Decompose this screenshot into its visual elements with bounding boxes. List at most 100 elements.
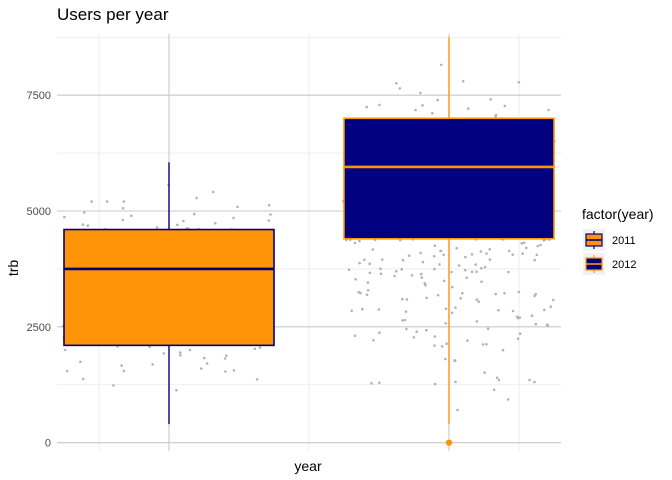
jitter-point bbox=[81, 377, 85, 381]
jitter-point bbox=[461, 79, 465, 83]
x-axis-title: year bbox=[294, 458, 322, 474]
jitter-point bbox=[419, 272, 423, 276]
jitter-point bbox=[516, 337, 520, 341]
jitter-point bbox=[420, 276, 424, 279]
jitter-point bbox=[451, 285, 454, 289]
jitter-point bbox=[120, 364, 123, 367]
jitter-point bbox=[380, 258, 384, 261]
jitter-point bbox=[258, 346, 262, 349]
jitter-point bbox=[267, 204, 271, 207]
legend-title: factor(year) bbox=[582, 206, 654, 222]
jitter-point bbox=[511, 309, 515, 313]
jitter-point bbox=[398, 87, 402, 90]
jitter-point bbox=[464, 255, 467, 259]
jitter-point bbox=[461, 292, 464, 295]
jitter-point bbox=[360, 307, 364, 311]
jitter-point bbox=[494, 292, 498, 296]
jitter-point bbox=[483, 371, 486, 374]
jitter-point bbox=[412, 336, 416, 339]
jitter-point bbox=[477, 300, 481, 304]
jitter-point bbox=[393, 274, 396, 278]
jitter-point bbox=[179, 354, 182, 357]
jitter-point bbox=[535, 253, 539, 257]
jitter-point bbox=[255, 378, 259, 381]
jitter-point bbox=[480, 280, 483, 284]
jitter-point bbox=[353, 334, 357, 338]
jitter-point bbox=[485, 342, 488, 346]
jitter-point bbox=[122, 369, 126, 373]
jitter-point bbox=[530, 314, 534, 318]
jitter-point bbox=[236, 205, 239, 209]
jitter-point bbox=[176, 223, 179, 227]
jitter-point bbox=[433, 254, 436, 258]
y-tick-label: 5000 bbox=[27, 206, 51, 218]
jitter-point bbox=[354, 278, 357, 281]
jitter-point bbox=[368, 271, 372, 275]
jitter-point bbox=[200, 367, 203, 370]
jitter-point bbox=[517, 80, 521, 84]
jitter-point bbox=[534, 322, 538, 326]
box-outlier bbox=[445, 439, 453, 446]
jitter-point bbox=[350, 309, 353, 313]
legend-label: 2011 bbox=[612, 235, 636, 247]
jitter-point bbox=[467, 107, 470, 110]
box-iqr bbox=[343, 117, 555, 240]
jitter-point bbox=[454, 306, 457, 309]
jitter-point bbox=[444, 357, 447, 361]
jitter-point bbox=[463, 268, 467, 272]
jitter-point bbox=[534, 292, 537, 296]
jitter-point bbox=[433, 244, 437, 247]
jitter-point bbox=[358, 239, 361, 243]
jitter-point bbox=[438, 263, 441, 266]
jitter-point bbox=[470, 253, 474, 256]
legend: factor(year) 2011 2012 bbox=[582, 206, 654, 275]
jitter-point bbox=[445, 342, 448, 346]
jitter-point bbox=[63, 215, 66, 219]
jitter-point bbox=[365, 293, 369, 297]
jitter-point bbox=[489, 98, 493, 101]
jitter-point bbox=[65, 369, 69, 373]
jitter-point bbox=[525, 246, 528, 250]
y-tick-label: 0 bbox=[45, 438, 51, 450]
jitter-point bbox=[475, 320, 479, 323]
jitter-point bbox=[371, 248, 375, 251]
jitter-point bbox=[378, 381, 381, 385]
jitter-point bbox=[214, 222, 217, 225]
jitter-point bbox=[63, 348, 67, 352]
jitter-point bbox=[405, 298, 409, 301]
jitter-point bbox=[182, 219, 185, 223]
jitter-point bbox=[485, 252, 488, 255]
jitter-point bbox=[419, 91, 422, 95]
jitter-point bbox=[357, 290, 361, 294]
jitter-point bbox=[353, 241, 357, 245]
jitter-point bbox=[372, 339, 375, 342]
jitter-point bbox=[179, 351, 182, 354]
jitter-point bbox=[450, 311, 454, 315]
jitter-point bbox=[112, 384, 115, 387]
jitter-point bbox=[488, 248, 492, 251]
jitter-point bbox=[401, 319, 404, 322]
jitter-point bbox=[379, 267, 382, 271]
jitter-point bbox=[551, 298, 555, 302]
jitter-point bbox=[188, 348, 192, 352]
jitter-point bbox=[195, 196, 198, 200]
y-axis-title: trb bbox=[5, 260, 21, 277]
jitter-point bbox=[520, 242, 524, 245]
jitter-point bbox=[79, 360, 82, 364]
jitter-point bbox=[122, 200, 126, 203]
jitter-point bbox=[444, 307, 448, 311]
jitter-point bbox=[466, 339, 469, 342]
jitter-point bbox=[395, 82, 398, 85]
jitter-point bbox=[377, 308, 381, 311]
jitter-point bbox=[547, 108, 550, 112]
jitter-point bbox=[475, 298, 479, 302]
jitter-point bbox=[414, 108, 417, 112]
jitter-point bbox=[151, 363, 154, 366]
legend-label: 2012 bbox=[612, 259, 636, 271]
jitter-point bbox=[224, 370, 227, 373]
jitter-point bbox=[90, 200, 93, 203]
jitter-point bbox=[365, 105, 369, 109]
jitter-point bbox=[205, 362, 209, 365]
jitter-point bbox=[155, 226, 159, 229]
jitter-point bbox=[431, 112, 434, 115]
